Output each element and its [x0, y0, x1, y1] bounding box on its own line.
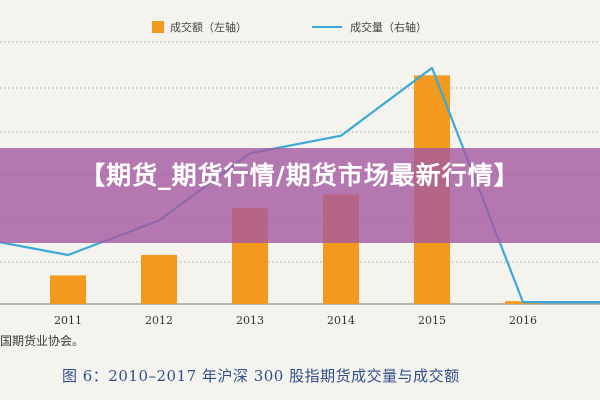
legend-bar-swatch: [152, 21, 164, 33]
overlay-banner: 【期货_期货行情/期货市场最新行情】: [0, 148, 600, 243]
bar: [50, 275, 86, 304]
source-note: 国期货业协会。: [0, 334, 85, 348]
x-tick-label: 2012: [145, 314, 173, 327]
legend-label: 成交量（右轴）: [350, 20, 427, 34]
bar: [141, 254, 177, 304]
x-tick-label: 2011: [54, 314, 82, 327]
legend-label: 成交额（左轴）: [170, 20, 247, 34]
x-tick-label: 2013: [236, 314, 264, 327]
x-tick-label: 2016: [509, 314, 537, 327]
figure-caption: 图 6：2010–2017 年沪深 300 股指期货成交量与成交额: [62, 367, 460, 385]
chart-legend: 成交额（左轴） 成交量（右轴）: [152, 20, 427, 34]
x-tick-label: 2015: [418, 314, 446, 327]
x-tick-label: 2014: [327, 314, 355, 327]
x-axis: 2011 2012 2013 2014 2015 2016: [54, 314, 537, 327]
overlay-title: 【期货_期货行情/期货市场最新行情】: [80, 161, 520, 190]
line-path: [0, 66, 600, 304]
